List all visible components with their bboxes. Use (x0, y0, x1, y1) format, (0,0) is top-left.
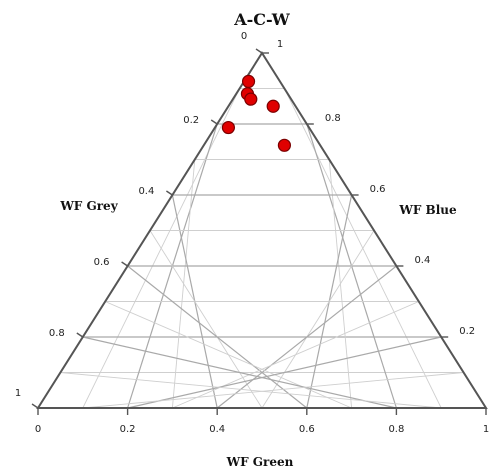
left-tick-mark (210, 119, 218, 125)
left-tick-label: 0.4 (138, 186, 154, 197)
left-tick-mark (255, 48, 263, 54)
left-tick-label: 0.2 (183, 115, 199, 126)
grid-line-green (105, 301, 352, 409)
data-point (277, 138, 291, 152)
right-tick-label: 0.6 (370, 184, 386, 195)
point-layer (221, 74, 291, 152)
right-tick-label: 0.4 (414, 255, 430, 266)
grid-line-grey (82, 372, 464, 409)
left-tick-mark (121, 261, 128, 267)
left-tick-mark (31, 403, 39, 409)
frame-layer (36, 51, 488, 409)
bottom-axis-title: WF Green (226, 455, 294, 469)
grid-line-grey (261, 230, 375, 409)
left-tick-mark (166, 190, 173, 196)
grid-line-green (127, 265, 308, 409)
bottom-tick-label: 0 (35, 424, 41, 435)
triangle-frame (36, 51, 488, 409)
left-axis-title: WF Grey (59, 199, 118, 213)
left-tick-label: 0.8 (49, 328, 65, 339)
grid-line-green (82, 336, 397, 409)
grid-line-green (60, 372, 442, 409)
right-tick-label: 1 (277, 39, 283, 50)
right-tick-label: 0.8 (325, 113, 341, 124)
chart-title: A-C-W (233, 10, 291, 29)
left-tick-mark (76, 332, 84, 338)
grid-line-grey (216, 265, 397, 409)
grid-layer (60, 88, 464, 409)
left-tick-label: 0 (241, 31, 247, 42)
bottom-tick-label: 0.8 (388, 424, 404, 435)
grid-line-grey (172, 301, 419, 409)
bottom-tick-label: 0.6 (299, 424, 315, 435)
bottom-tick-label: 0.2 (120, 424, 136, 435)
grid-line-green (149, 230, 263, 409)
data-point (266, 99, 280, 113)
right-axis-title: WF Blue (398, 203, 457, 217)
data-point (244, 92, 258, 106)
right-tick-label: 0.2 (459, 326, 475, 337)
bottom-tick-label: 1 (483, 424, 489, 435)
data-point (241, 74, 256, 89)
grid-line-grey (127, 336, 442, 409)
left-tick-label: 0.6 (94, 257, 110, 268)
left-tick-label: 1 (15, 388, 21, 399)
tick-layer: 0 0.2 0.4 0.6 0.8 1 0.2 0.4 0.6 0.8 1 0 0.2 0.4 0.6 0.8… (15, 31, 489, 435)
bottom-tick-label: 0.4 (209, 424, 225, 435)
data-point (221, 120, 235, 135)
